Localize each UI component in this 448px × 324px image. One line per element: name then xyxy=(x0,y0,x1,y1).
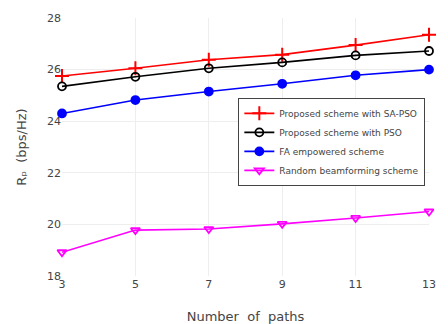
svg-text:28: 28 xyxy=(47,12,61,25)
svg-text:22: 22 xyxy=(47,167,61,180)
svg-text:24: 24 xyxy=(47,115,61,128)
svg-text:9: 9 xyxy=(279,278,286,291)
svg-text:FA empowered scheme: FA empowered scheme xyxy=(279,147,384,157)
svg-text:11: 11 xyxy=(349,278,363,291)
svg-text:Rₚ (bps/Hz): Rₚ (bps/Hz) xyxy=(14,108,29,185)
svg-text:5: 5 xyxy=(132,278,139,291)
svg-text:Number of paths: Number of paths xyxy=(187,309,305,324)
svg-text:Random beamforming scheme: Random beamforming scheme xyxy=(279,166,418,176)
svg-text:7: 7 xyxy=(205,278,212,291)
svg-text:26: 26 xyxy=(47,63,61,76)
svg-text:Proposed scheme with SA-PSO: Proposed scheme with SA-PSO xyxy=(279,109,417,119)
svg-text:13: 13 xyxy=(422,278,436,291)
svg-text:20: 20 xyxy=(47,218,61,231)
svg-text:3: 3 xyxy=(59,278,66,291)
svg-text:18: 18 xyxy=(47,270,61,283)
svg-text:Proposed scheme with PSO: Proposed scheme with PSO xyxy=(279,128,402,138)
